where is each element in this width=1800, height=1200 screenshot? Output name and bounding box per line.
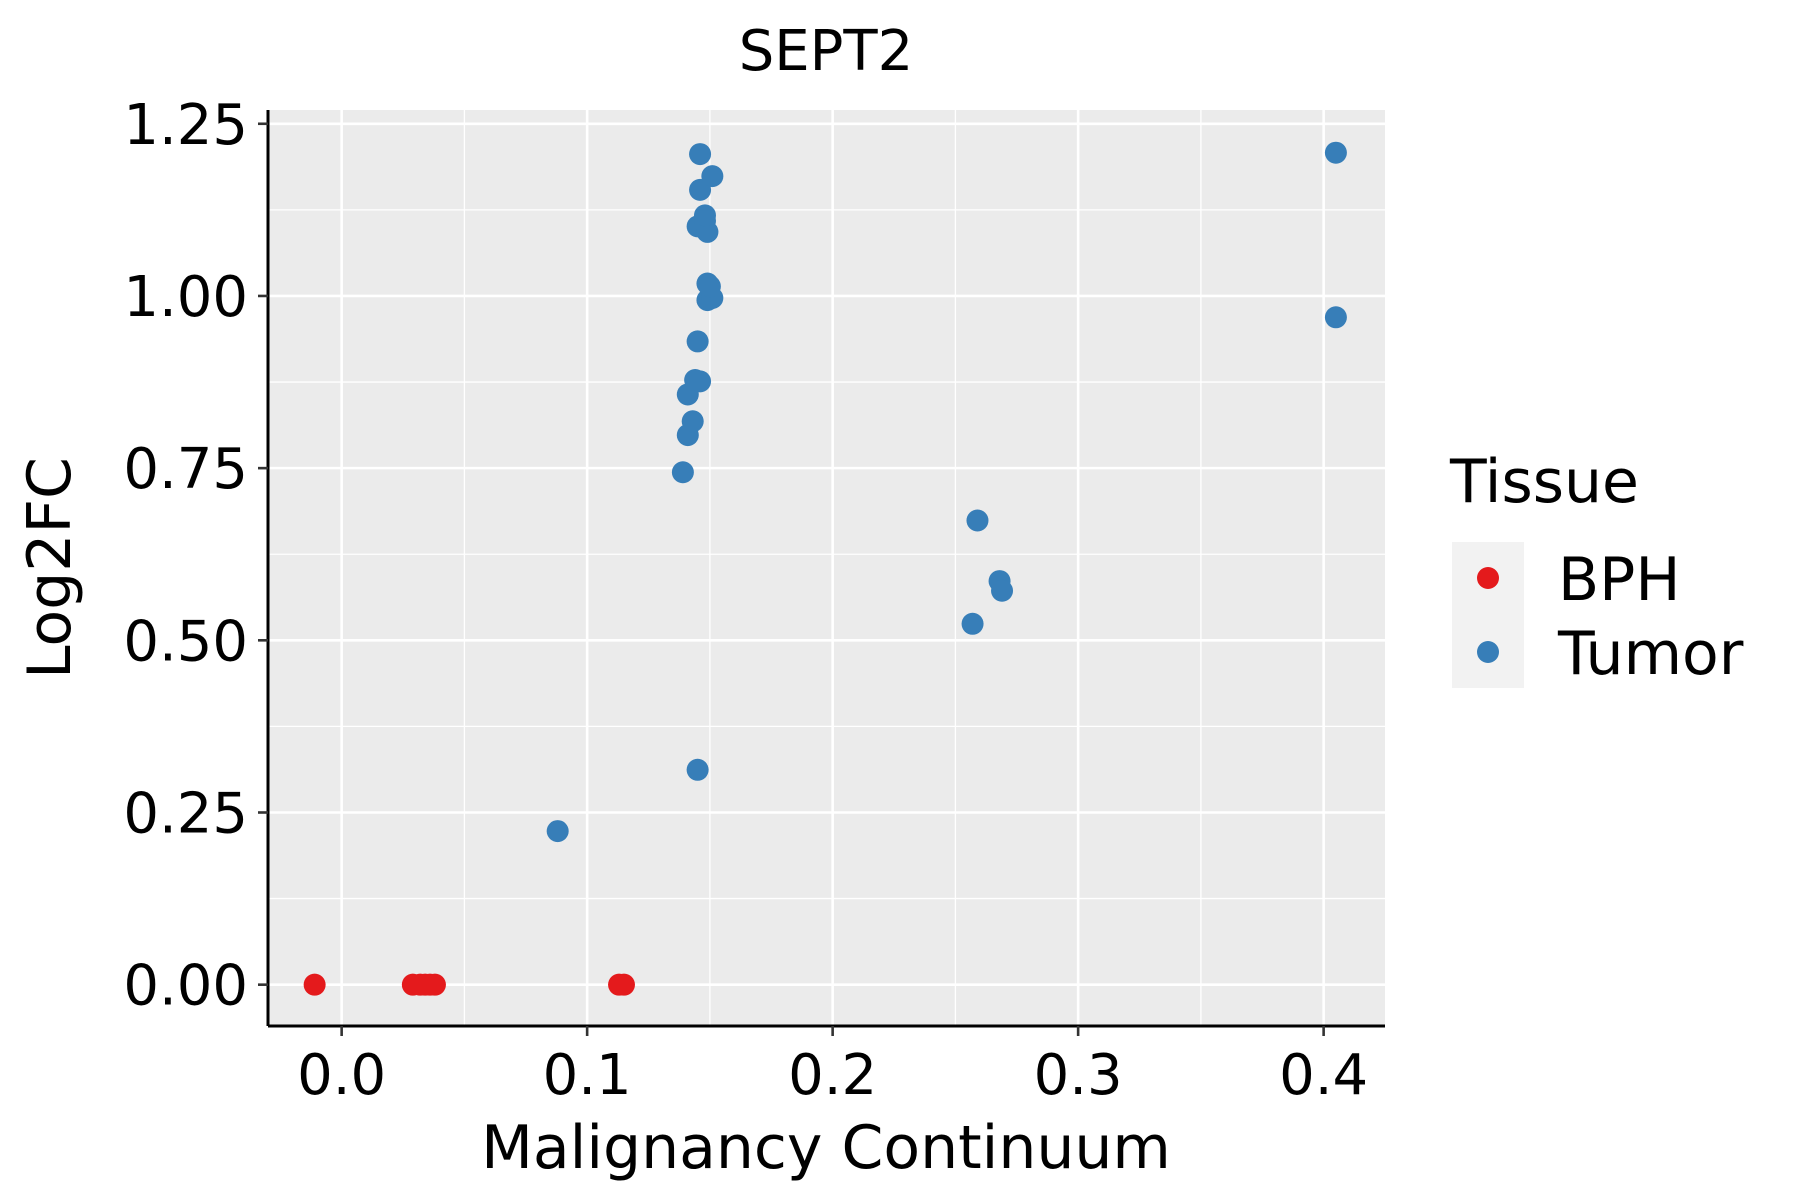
- x-tick-label: 0.2: [788, 1043, 877, 1108]
- y-tick-label: 0.50: [123, 609, 248, 674]
- y-tick-label: 0.25: [123, 781, 248, 846]
- grid-minor: [268, 110, 1385, 1026]
- x-tick-label: 0.0: [297, 1043, 386, 1108]
- data-point-tumor: [966, 509, 989, 532]
- data-point-tumor: [671, 461, 694, 484]
- grid-major: [268, 110, 1385, 1026]
- x-axis-label: Malignancy Continuum: [481, 1113, 1171, 1183]
- y-tick-label: 0.00: [123, 954, 248, 1019]
- data-point-tumor: [546, 820, 569, 843]
- legend-label-bph: BPH: [1558, 545, 1680, 615]
- data-point-tumor: [686, 758, 709, 781]
- y-axis-label: Log2FC: [15, 457, 85, 679]
- legend: Tissue BPH Tumor: [1449, 447, 1744, 689]
- data-point-tumor: [693, 204, 716, 227]
- data-point-tumor: [681, 410, 704, 433]
- data-point-tumor: [991, 579, 1014, 602]
- legend-tumor-marker: [1477, 641, 1499, 663]
- data-point-tumor: [1324, 141, 1347, 164]
- data-point-bph: [423, 973, 446, 996]
- legend-key-background: [1452, 542, 1524, 688]
- legend-title: Tissue: [1449, 447, 1639, 517]
- y-tick-label: 1.00: [123, 265, 248, 330]
- y-tick-label: 1.25: [123, 93, 248, 158]
- x-tick-label: 0.1: [543, 1043, 632, 1108]
- x-tick-label: 0.3: [1034, 1043, 1123, 1108]
- legend-bph-marker: [1477, 567, 1499, 589]
- x-axis-ticks: 0.0 0.1 0.2 0.3 0.4: [297, 1026, 1368, 1108]
- data-point-tumor: [686, 330, 709, 353]
- data-point-tumor: [701, 165, 724, 188]
- data-point-tumor: [1324, 306, 1347, 329]
- plot-panel: [268, 110, 1385, 1026]
- legend-label-tumor: Tumor: [1557, 619, 1744, 689]
- y-axis-ticks: 0.00 0.25 0.50 0.75 1.00 1.25: [123, 93, 268, 1019]
- data-point-tumor: [689, 143, 712, 166]
- data-point-tumor: [961, 612, 984, 635]
- data-point-bph: [612, 973, 635, 996]
- data-point-tumor: [689, 370, 712, 393]
- y-tick-label: 0.75: [123, 437, 248, 502]
- data-point-tumor: [696, 220, 719, 243]
- data-point-tumor: [698, 275, 721, 298]
- chart-title: SEPT2: [739, 19, 914, 84]
- x-tick-label: 0.4: [1279, 1043, 1368, 1108]
- data-points: [303, 141, 1347, 996]
- data-point-bph: [303, 973, 326, 996]
